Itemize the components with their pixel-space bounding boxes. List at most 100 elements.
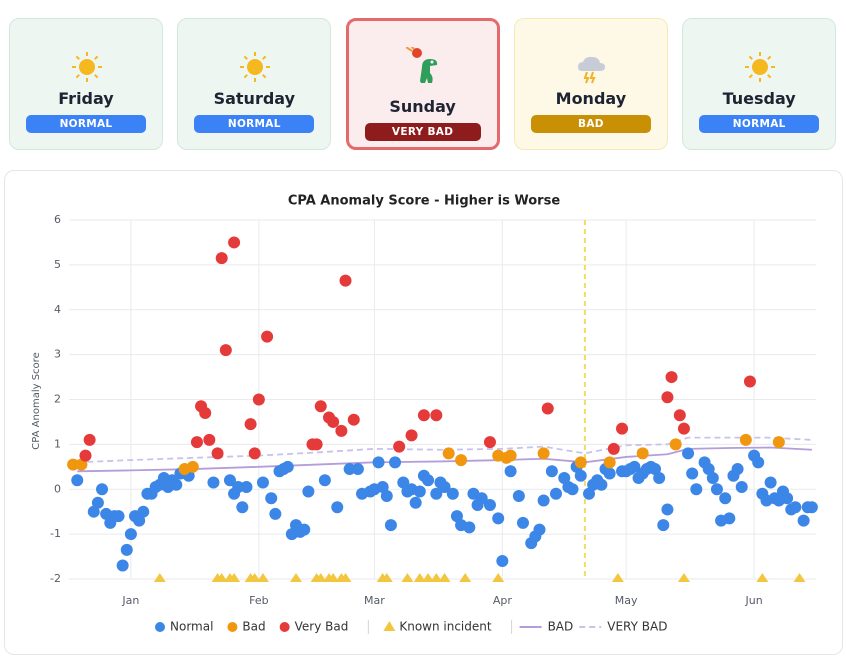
data-point bbox=[244, 418, 257, 431]
weather-icon bbox=[577, 56, 605, 84]
weather-icon bbox=[240, 52, 271, 82]
data-point bbox=[430, 409, 443, 422]
legend-swatch bbox=[383, 621, 396, 631]
data-point bbox=[112, 510, 125, 523]
incident-marker bbox=[422, 573, 435, 582]
data-point bbox=[653, 472, 666, 485]
data-point bbox=[380, 489, 393, 502]
data-point bbox=[661, 391, 674, 404]
data-point bbox=[417, 409, 430, 422]
data-point bbox=[673, 409, 686, 422]
data-point bbox=[516, 516, 529, 529]
data-point bbox=[537, 447, 550, 460]
day-name: Friday bbox=[58, 89, 114, 108]
legend-label: Normal bbox=[170, 620, 213, 634]
legend-label: BAD bbox=[548, 620, 574, 634]
data-point bbox=[124, 528, 137, 541]
day-card: Saturday NORMAL bbox=[177, 18, 332, 150]
data-point bbox=[409, 496, 422, 509]
data-point bbox=[574, 469, 587, 482]
data-point bbox=[384, 519, 397, 532]
incident-marker bbox=[793, 573, 806, 582]
data-point bbox=[256, 476, 269, 489]
legend-label: Known incident bbox=[399, 620, 492, 634]
y-tick-label: 3 bbox=[54, 348, 61, 361]
data-point bbox=[75, 458, 88, 471]
data-point bbox=[343, 463, 356, 476]
data-point bbox=[339, 274, 352, 287]
incident-marker bbox=[430, 573, 443, 582]
status-badge: VERY BAD bbox=[364, 123, 481, 141]
chart-title: CPA Anomaly Score - Higher is Worse bbox=[288, 194, 560, 209]
data-point bbox=[281, 460, 294, 473]
y-tick-label: -2 bbox=[50, 572, 61, 585]
incident-marker bbox=[289, 573, 302, 582]
data-point bbox=[335, 424, 348, 437]
data-point bbox=[533, 523, 546, 536]
data-point bbox=[657, 519, 670, 532]
y-tick-label: 1 bbox=[54, 437, 61, 450]
status-badge: NORMAL bbox=[26, 115, 146, 133]
legend-label: Very Bad bbox=[295, 620, 349, 634]
data-point bbox=[669, 438, 682, 451]
data-point bbox=[215, 252, 228, 265]
status-badge: BAD bbox=[530, 115, 651, 133]
data-point bbox=[805, 501, 818, 514]
legend-label: Bad bbox=[242, 620, 265, 634]
data-point bbox=[677, 422, 690, 435]
data-point bbox=[211, 447, 224, 460]
incident-marker bbox=[339, 573, 352, 582]
day-name: Sunday bbox=[389, 97, 456, 116]
incident-marker bbox=[256, 573, 269, 582]
legend-swatch bbox=[227, 622, 238, 632]
data-point bbox=[583, 487, 596, 500]
data-point bbox=[475, 492, 488, 505]
x-tick-label: Mar bbox=[364, 594, 385, 607]
data-point bbox=[566, 483, 579, 496]
data-point bbox=[686, 467, 699, 480]
data-point bbox=[310, 438, 323, 451]
data-point bbox=[207, 476, 220, 489]
y-tick-label: -1 bbox=[50, 527, 61, 540]
weather-icon bbox=[405, 47, 437, 83]
data-point bbox=[116, 559, 129, 572]
status-badge: NORMAL bbox=[699, 115, 820, 133]
data-point bbox=[665, 371, 678, 384]
data-point bbox=[574, 456, 587, 469]
data-point bbox=[772, 436, 785, 449]
y-tick-label: 4 bbox=[54, 303, 61, 316]
data-point bbox=[79, 449, 92, 462]
data-point bbox=[265, 492, 278, 505]
data-point bbox=[603, 456, 616, 469]
incident-marker bbox=[248, 573, 261, 582]
data-point bbox=[682, 447, 695, 460]
data-point bbox=[219, 344, 232, 357]
data-point bbox=[351, 463, 364, 476]
incident-marker bbox=[228, 573, 241, 582]
data-point bbox=[71, 474, 84, 487]
data-point bbox=[781, 492, 794, 505]
data-point bbox=[616, 422, 629, 435]
data-point bbox=[248, 447, 261, 460]
data-point bbox=[595, 478, 608, 491]
data-point bbox=[442, 447, 455, 460]
data-point bbox=[710, 483, 723, 496]
data-point bbox=[430, 487, 443, 500]
data-point bbox=[314, 400, 327, 413]
data-point bbox=[393, 440, 406, 453]
weather-icon bbox=[72, 52, 102, 82]
data-point bbox=[723, 512, 736, 525]
data-point bbox=[232, 481, 245, 494]
legend-swatch bbox=[279, 622, 290, 632]
incident-marker bbox=[438, 573, 451, 582]
incident-marker bbox=[401, 573, 414, 582]
data-point bbox=[422, 474, 435, 487]
data-point bbox=[483, 436, 496, 449]
data-point bbox=[228, 236, 241, 249]
data-point bbox=[558, 472, 571, 485]
day-name: Saturday bbox=[213, 89, 296, 108]
incident-marker bbox=[380, 573, 393, 582]
data-point bbox=[347, 413, 360, 426]
day-name: Monday bbox=[555, 89, 627, 108]
